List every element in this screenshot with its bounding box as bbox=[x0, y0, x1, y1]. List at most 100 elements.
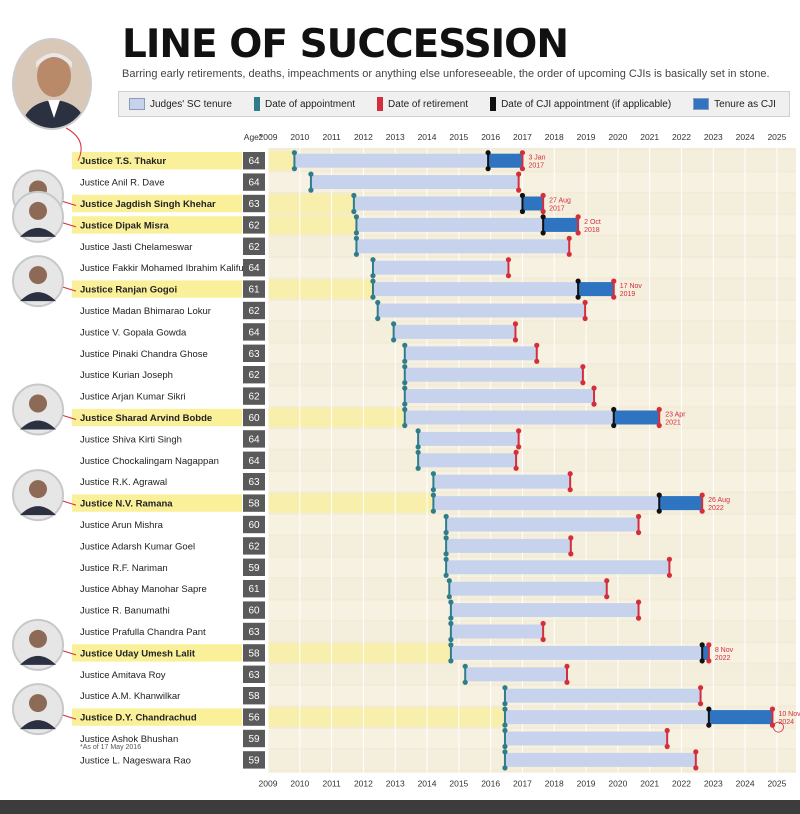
age-value: 58 bbox=[248, 691, 260, 702]
retirement-dot bbox=[582, 299, 588, 306]
x-tick-label-top: 2016 bbox=[481, 132, 500, 142]
retirement-dot bbox=[666, 556, 673, 562]
row-highlight bbox=[72, 194, 242, 213]
cji-appointment-dot bbox=[611, 422, 617, 429]
portrait-connector bbox=[62, 415, 77, 420]
appointment-dot bbox=[443, 556, 449, 562]
portrait-head bbox=[29, 629, 47, 648]
retirement-dot bbox=[611, 278, 617, 284]
cji-end-date-label: 27 Aug 2017 bbox=[549, 198, 571, 213]
age-box bbox=[243, 280, 265, 298]
appointment-dot bbox=[351, 208, 357, 215]
cji-end-date-label: 10 Nov 2024 bbox=[778, 711, 800, 726]
row-highlight bbox=[72, 280, 242, 298]
appointment-dot bbox=[502, 765, 508, 771]
age-box bbox=[243, 558, 265, 576]
judge-name: Justice V. Gopala Gowda bbox=[80, 327, 187, 338]
row-highlight-plot bbox=[268, 407, 405, 428]
retirement-dot bbox=[564, 663, 570, 669]
cji-tenure-bar bbox=[522, 196, 544, 211]
appointment-dot bbox=[502, 749, 508, 755]
cji-portrait bbox=[12, 383, 77, 436]
cji-portrait bbox=[12, 190, 77, 243]
age-box bbox=[243, 237, 265, 255]
judge-name: Justice R.K. Agrawal bbox=[80, 477, 167, 488]
tenure-bar bbox=[465, 667, 567, 682]
appointment-dot bbox=[375, 299, 381, 306]
appointment-dot bbox=[430, 508, 436, 514]
cji-appointment-dot bbox=[540, 214, 546, 220]
x-tick-label-top: 2015 bbox=[449, 132, 468, 142]
retirement-dot bbox=[505, 257, 512, 263]
age-value: 64 bbox=[248, 434, 260, 445]
tenure-bar bbox=[356, 217, 579, 232]
appointment-dot bbox=[448, 620, 454, 627]
appointment-dot bbox=[370, 273, 376, 279]
retirement-dot bbox=[580, 380, 586, 386]
appointment-dot bbox=[448, 636, 454, 643]
x-tick-label-top: 2009 bbox=[259, 132, 278, 142]
tenure-bar bbox=[450, 603, 639, 618]
appointment-dot bbox=[448, 658, 454, 664]
x-tick-label-top: 2025 bbox=[767, 132, 786, 142]
row-highlight-plot bbox=[268, 707, 505, 727]
appointment-dot bbox=[446, 578, 452, 584]
retirement-dot bbox=[611, 294, 617, 300]
legend-swatch bbox=[129, 98, 145, 110]
x-tick-label-bottom: 2022 bbox=[672, 779, 691, 789]
retirement-dot bbox=[519, 166, 526, 172]
x-tick-label-bottom: 2017 bbox=[513, 779, 532, 789]
row-highlight bbox=[72, 644, 242, 662]
x-tick-label-bottom: 2016 bbox=[481, 779, 500, 789]
appointment-dot bbox=[415, 444, 421, 450]
age-box bbox=[243, 173, 265, 191]
cji-appointment-dot bbox=[699, 658, 705, 664]
row-highlight-plot bbox=[268, 279, 373, 299]
appointment-dot bbox=[291, 166, 297, 172]
row-highlight bbox=[72, 708, 242, 726]
appointment-dot bbox=[443, 529, 449, 536]
tenure-bar bbox=[504, 752, 696, 767]
cji-end-date-label: 17 Nov 2019 bbox=[620, 283, 643, 298]
cji-portrait bbox=[12, 469, 77, 522]
legend-pin-icon bbox=[377, 97, 384, 111]
appointment-dot bbox=[415, 428, 421, 434]
portrait-connector bbox=[62, 222, 77, 228]
tenure-bar bbox=[404, 367, 583, 382]
retirement-dot bbox=[666, 572, 673, 578]
legend-label: Date of retirement bbox=[388, 98, 469, 110]
row-highlight-plot bbox=[268, 193, 354, 214]
cji-appointment-dot bbox=[575, 294, 581, 300]
x-tick-label-bottom: 2012 bbox=[354, 779, 373, 789]
portrait-body bbox=[20, 506, 56, 516]
age-box bbox=[243, 387, 265, 405]
age-value: 59 bbox=[248, 755, 260, 766]
cji-portrait bbox=[12, 618, 77, 671]
legend-item-4: Tenure as CJI bbox=[693, 98, 776, 110]
row-band bbox=[268, 322, 796, 342]
appointment-dot bbox=[502, 727, 508, 734]
x-tick-label-top: 2021 bbox=[640, 132, 659, 142]
judge-name: Justice Anil R. Dave bbox=[80, 178, 164, 189]
retirement-dot bbox=[516, 171, 522, 177]
x-tick-label-bottom: 2009 bbox=[259, 779, 278, 789]
appointment-dot bbox=[308, 171, 314, 177]
tenure-bar bbox=[433, 496, 703, 511]
cji-tenure-bar bbox=[702, 645, 709, 660]
age-value: 61 bbox=[248, 584, 260, 595]
appointment-dot bbox=[402, 342, 408, 348]
tenure-bar bbox=[446, 560, 670, 575]
portrait-body bbox=[20, 420, 56, 430]
judge-name: Justice Uday Umesh Lalit bbox=[80, 648, 196, 659]
age-value: 59 bbox=[248, 734, 260, 745]
x-tick-label-top: 2013 bbox=[386, 132, 405, 142]
portrait-body bbox=[20, 720, 56, 730]
row-band bbox=[268, 429, 796, 449]
age-box bbox=[243, 216, 265, 234]
portrait-connector bbox=[62, 714, 77, 720]
row-highlight bbox=[72, 216, 242, 234]
row-highlight bbox=[72, 494, 242, 512]
age-value: 60 bbox=[248, 520, 260, 531]
footnote: *As of 17 May 2016 bbox=[80, 744, 142, 751]
